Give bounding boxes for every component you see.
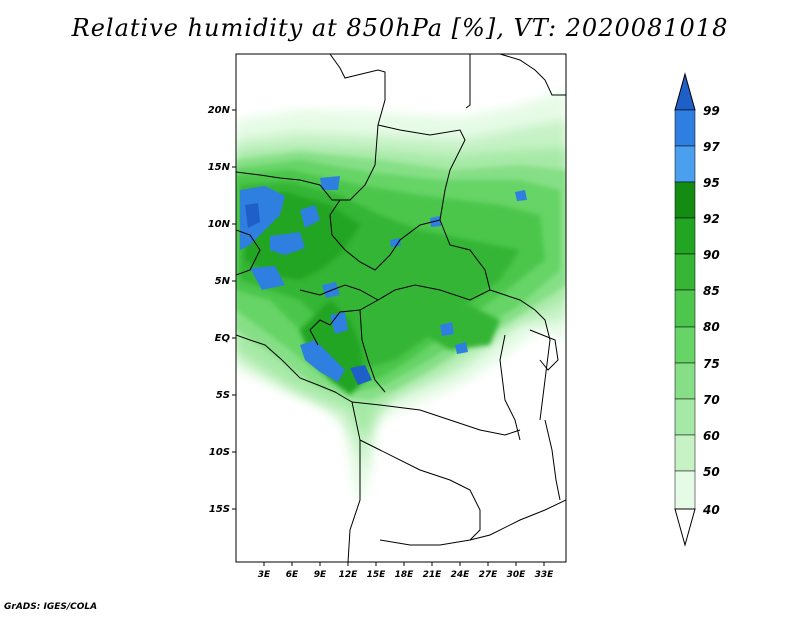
colorbar-segment [674, 109, 696, 147]
colorbar-label: 75 [703, 357, 720, 371]
lon-axis: 3E 6E 9E 12E 15E 18E 21E 24E 27E 30E 33E [258, 562, 554, 580]
map-panel: 20N 15N 10N 5N EQ 5S 10S 15S 3E 6E 9E 12… [208, 53, 567, 580]
colorbar-label: 99 [703, 104, 720, 118]
lon-label: 12E [339, 570, 359, 580]
lat-label: 10S [209, 447, 230, 458]
colorbar-segment [674, 398, 696, 436]
colorbar: 99 97 95 92 90 85 80 75 70 60 50 40 [674, 72, 720, 547]
colorbar-label: 97 [703, 140, 720, 154]
map-title: Relative humidity at 850hPa [%], VT: 202… [71, 14, 729, 42]
colorbar-label: 92 [703, 212, 720, 226]
lon-label: 24E [451, 570, 471, 580]
colorbar-segment [674, 289, 696, 328]
colorbar-segment [674, 434, 696, 472]
colorbar-segment [674, 217, 696, 255]
colorbar-label: 80 [703, 320, 720, 334]
colorbar-label: 90 [703, 248, 720, 262]
colorbar-label: 40 [702, 503, 720, 517]
colorbar-label: 70 [703, 393, 720, 407]
borders [236, 54, 566, 562]
colorbar-segment [674, 362, 696, 400]
credit-text: GrADS: IGES/COLA [4, 602, 98, 612]
colorbar-segment [674, 145, 696, 183]
lon-label: 30E [507, 570, 527, 580]
lon-label: 15E [367, 570, 387, 580]
humidity-field [236, 90, 566, 505]
colorbar-top-arrow [674, 72, 696, 111]
lat-label: EQ [215, 333, 231, 344]
lon-label: 9E [314, 570, 327, 580]
lat-label: 20N [208, 105, 231, 116]
lat-label: 5S [216, 390, 230, 401]
colorbar-label: 85 [703, 284, 720, 298]
colorbar-segment [674, 470, 696, 510]
lon-label: 18E [395, 570, 415, 580]
colorbar-label: 95 [703, 176, 720, 190]
lon-label: 3E [258, 570, 271, 580]
lat-axis: 20N 15N 10N 5N EQ 5S 10S 15S [208, 105, 236, 515]
colorbar-segment [674, 253, 696, 291]
lat-label: 15N [208, 162, 231, 173]
lon-label: 33E [535, 570, 555, 580]
colorbar-label: 60 [703, 429, 720, 443]
lat-label: 15S [209, 504, 230, 515]
lon-label: 27E [479, 570, 499, 580]
lat-label: 5N [215, 276, 231, 287]
colorbar-segment [674, 181, 696, 219]
colorbar-segment [674, 326, 696, 364]
colorbar-bottom-arrow [674, 508, 696, 547]
lat-label: 10N [208, 219, 231, 230]
colorbar-label: 50 [703, 465, 720, 479]
lon-label: 21E [423, 570, 443, 580]
lon-label: 6E [286, 570, 299, 580]
